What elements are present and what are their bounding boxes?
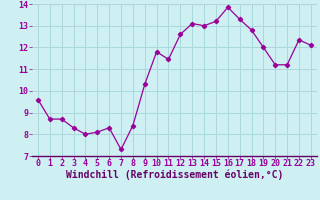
X-axis label: Windchill (Refroidissement éolien,°C): Windchill (Refroidissement éolien,°C) <box>66 170 283 180</box>
